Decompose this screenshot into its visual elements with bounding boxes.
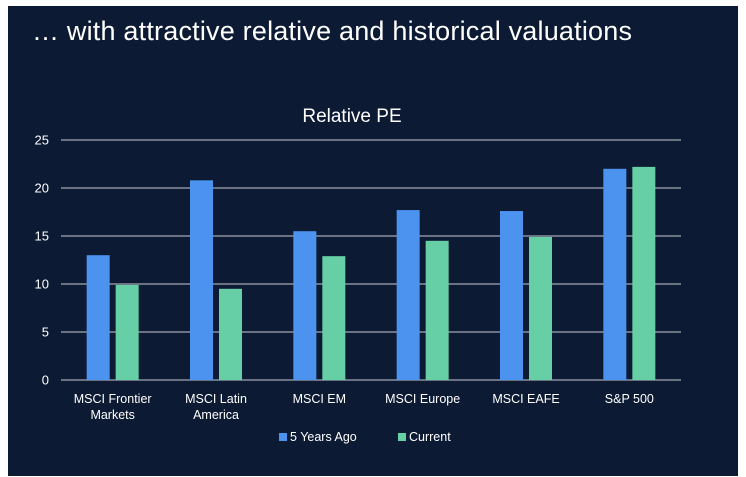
legend-swatch: [279, 433, 287, 441]
y-tick-label: 10: [35, 277, 49, 292]
bar-5-years-ago: [500, 211, 523, 380]
relative-pe-chart: Relative PE 0 5 10 15 20 25 MSCI Frontier Mark…: [35, 106, 681, 444]
y-tick-label: 15: [35, 229, 49, 244]
x-tick-label-line: America: [193, 408, 239, 422]
bar-current: [632, 166, 656, 380]
y-tick-label: 5: [42, 325, 49, 340]
x-tick-label: MSCI Latin America: [185, 392, 247, 422]
chart-title: Relative PE: [302, 106, 401, 127]
y-tick-label: 0: [42, 373, 49, 388]
x-tick-label-line: MSCI EAFE: [492, 392, 559, 406]
legend-label: Current: [409, 430, 451, 444]
x-tick-label-line: MSCI Europe: [385, 392, 460, 406]
y-tick-label: 20: [35, 181, 49, 196]
x-tick-label: MSCI EM: [293, 392, 346, 406]
bar-current: [529, 236, 552, 380]
grid: [61, 139, 681, 381]
x-tick-label-line: MSCI Latin: [185, 392, 247, 406]
slide-title: … with attractive relative and historica…: [32, 16, 633, 46]
bar-current: [425, 240, 449, 380]
bar-5-years-ago: [293, 231, 317, 380]
x-tick-label: MSCI Frontier Markets: [74, 392, 152, 422]
slide: … with attractive relative and historica…: [8, 6, 738, 476]
x-tick-label: MSCI EAFE: [492, 392, 559, 406]
x-tick-label-line: MSCI Frontier: [74, 392, 152, 406]
x-tick-label-line: S&P 500: [605, 392, 654, 406]
bar-current: [219, 288, 242, 380]
y-tick-label: 25: [35, 133, 49, 148]
x-tick-label-line: Markets: [90, 408, 134, 422]
legend: 5 Years Ago Current: [279, 430, 451, 444]
bar-5-years-ago: [190, 180, 213, 380]
x-tick-label: MSCI Europe: [385, 392, 460, 406]
y-axis-ticks: 0 5 10 15 20 25: [35, 133, 49, 388]
bar-current: [322, 256, 346, 380]
bar-5-years-ago: [603, 168, 627, 380]
bar-5-years-ago: [396, 210, 420, 380]
bar-5-years-ago: [86, 255, 110, 380]
legend-swatch: [398, 433, 406, 441]
x-tick-label-line: MSCI EM: [293, 392, 346, 406]
legend-label: 5 Years Ago: [290, 430, 357, 444]
bar-current: [115, 284, 139, 380]
x-tick-label: S&P 500: [605, 392, 654, 406]
bars: [86, 166, 656, 380]
